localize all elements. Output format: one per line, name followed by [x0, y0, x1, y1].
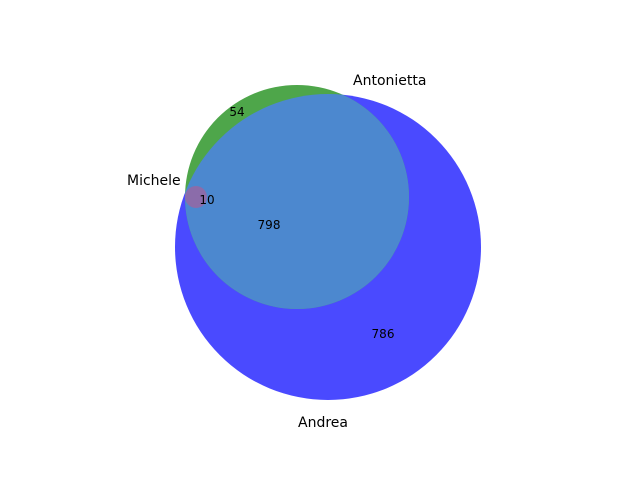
region-count-andrea-only: 786 — [372, 327, 395, 341]
set-label-andrea: Andrea — [298, 415, 348, 431]
region-count-antonietta-only: 54 — [229, 105, 244, 119]
region-count-all-three: 10 — [199, 193, 214, 207]
region-andrea-antonietta — [185, 94, 409, 309]
set-label-michele: Michele — [127, 173, 181, 189]
set-label-antonietta: Antonietta — [353, 73, 426, 89]
set-circle-michele — [185, 186, 207, 208]
region-count-andrea-antonietta: 798 — [258, 218, 281, 232]
